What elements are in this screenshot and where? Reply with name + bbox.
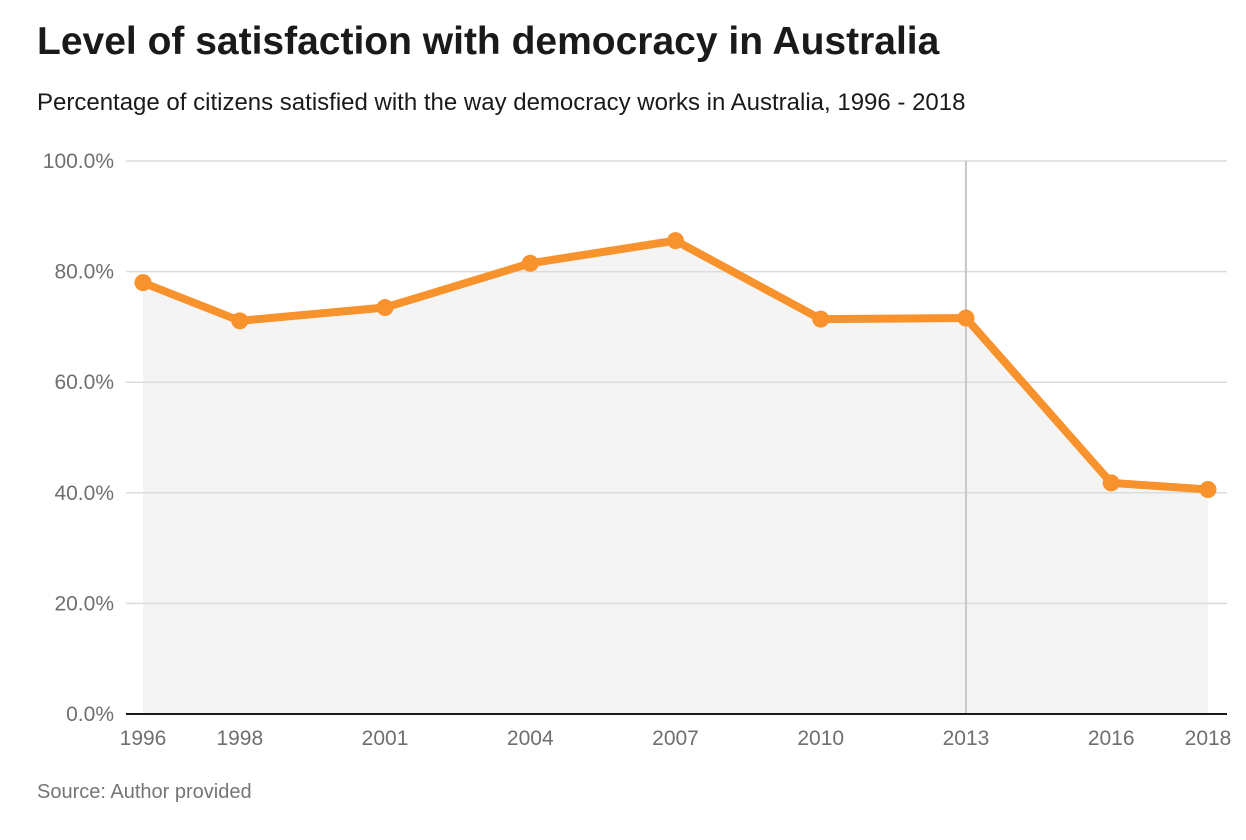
data-point — [231, 312, 249, 330]
data-point — [134, 274, 152, 292]
data-point — [1199, 480, 1217, 498]
data-point — [521, 254, 539, 272]
x-tick-label: 2004 — [507, 727, 554, 750]
x-tick-label: 2018 — [1185, 727, 1232, 750]
y-tick-label: 60.0% — [54, 371, 114, 394]
data-point — [957, 309, 975, 327]
y-tick-label: 20.0% — [54, 592, 114, 615]
y-tick-label: 0.0% — [66, 703, 114, 726]
y-tick-label: 80.0% — [54, 261, 114, 284]
data-point — [667, 232, 684, 250]
x-tick-label: 2001 — [362, 727, 409, 750]
x-tick-label: 2007 — [652, 727, 699, 750]
data-point — [376, 299, 394, 317]
x-tick-label: 2016 — [1088, 727, 1135, 750]
x-tick-label: 2013 — [943, 727, 990, 750]
chart-subtitle: Percentage of citizens satisfied with th… — [37, 89, 966, 116]
chart-title: Level of satisfaction with democracy in … — [37, 20, 940, 63]
data-point — [1102, 474, 1120, 492]
source-note: Source: Author provided — [37, 781, 252, 803]
x-tick-label: 1996 — [120, 727, 167, 750]
x-tick-label: 2010 — [797, 727, 844, 750]
area-fill — [143, 240, 1208, 714]
data-point — [812, 310, 830, 328]
y-tick-label: 40.0% — [54, 482, 114, 505]
x-tick-label: 1998 — [216, 727, 263, 750]
y-tick-label: 100.0% — [43, 150, 114, 173]
